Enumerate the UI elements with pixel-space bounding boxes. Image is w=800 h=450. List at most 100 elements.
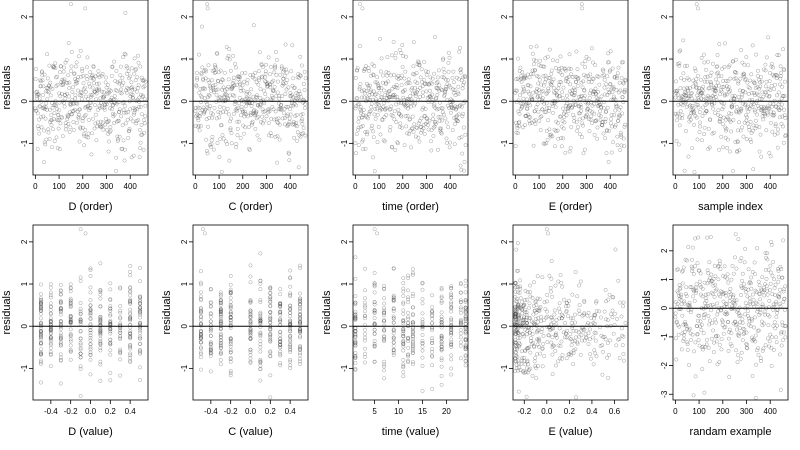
y-tick-label: 0 [660, 98, 669, 103]
y-tick-label: 2 [500, 14, 509, 19]
data-point [519, 79, 524, 84]
data-point [562, 115, 567, 120]
data-point [103, 102, 108, 107]
data-point [410, 320, 415, 325]
data-point [38, 351, 43, 356]
data-point [750, 292, 755, 297]
data-point [760, 90, 765, 95]
data-point [561, 136, 566, 141]
data-point [690, 245, 695, 250]
data-point [258, 325, 263, 329]
data-point [78, 393, 83, 398]
data-point [366, 116, 370, 121]
data-point [613, 311, 617, 316]
data-point [772, 286, 777, 290]
data-point [735, 332, 740, 337]
data-point [705, 79, 710, 84]
data-point [225, 56, 230, 61]
data-point [434, 85, 439, 90]
data-point [269, 116, 274, 121]
data-point [68, 289, 73, 294]
data-point [538, 115, 543, 120]
x-tick-label: 200 [556, 182, 570, 191]
data-point [692, 349, 696, 354]
data-point [59, 115, 64, 119]
data-point [541, 83, 546, 88]
data-point [414, 125, 419, 130]
data-point [196, 118, 201, 123]
data-point [279, 102, 284, 107]
data-point [420, 84, 425, 89]
data-point [513, 289, 518, 294]
data-point [78, 319, 83, 324]
data-point [128, 351, 133, 356]
data-point [534, 89, 539, 94]
data-point [767, 150, 772, 155]
data-point [294, 124, 299, 129]
data-point [607, 128, 612, 133]
data-point [218, 350, 223, 355]
data-point [448, 140, 453, 145]
data-point [369, 73, 373, 78]
data-point [412, 72, 417, 77]
data-point [439, 348, 444, 353]
data-point [560, 96, 565, 101]
data-point [756, 328, 761, 333]
data-point [268, 318, 273, 323]
data-point [771, 87, 776, 92]
data-point [68, 302, 73, 307]
data-point [75, 80, 79, 85]
data-point [401, 344, 406, 349]
data-point [514, 341, 518, 346]
data-point [441, 56, 446, 61]
data-point [458, 328, 463, 333]
data-point [228, 318, 233, 322]
data-point [622, 90, 627, 95]
data-point [138, 315, 143, 320]
data-point [765, 292, 770, 297]
data-point [770, 129, 775, 134]
data-point [85, 77, 90, 82]
data-point [83, 105, 88, 110]
data-point [88, 357, 93, 362]
data-point [539, 318, 544, 323]
data-point [373, 80, 378, 85]
data-point [36, 92, 41, 97]
data-point [707, 276, 712, 280]
data-point [673, 95, 678, 100]
data-point [57, 147, 62, 152]
data-point [198, 330, 203, 335]
data-point [293, 96, 298, 100]
data-point [523, 288, 528, 293]
data-point [550, 352, 555, 357]
data-point [98, 96, 103, 101]
data-point [264, 80, 269, 85]
data-point [521, 332, 525, 337]
data-point [258, 298, 263, 302]
data-point [248, 280, 253, 285]
data-point [459, 104, 464, 109]
data-point [138, 299, 143, 304]
data-point [570, 88, 575, 93]
data-point [382, 301, 387, 306]
data-point [278, 342, 283, 347]
data-point [532, 68, 537, 73]
data-point [362, 95, 367, 100]
data-point [363, 146, 368, 151]
data-point [747, 125, 751, 130]
y-axis-label: residuals [321, 290, 333, 335]
data-point [136, 83, 141, 88]
data-point [753, 126, 758, 131]
data-point [442, 70, 447, 75]
data-point [83, 6, 88, 11]
data-point [590, 60, 595, 65]
data-point [132, 71, 137, 76]
data-point [98, 336, 103, 341]
data-point [676, 96, 681, 101]
data-point [755, 112, 760, 117]
data-point [98, 315, 103, 319]
data-point [527, 330, 532, 335]
data-point [401, 276, 406, 281]
data-point [261, 65, 265, 70]
data-point [121, 55, 126, 59]
